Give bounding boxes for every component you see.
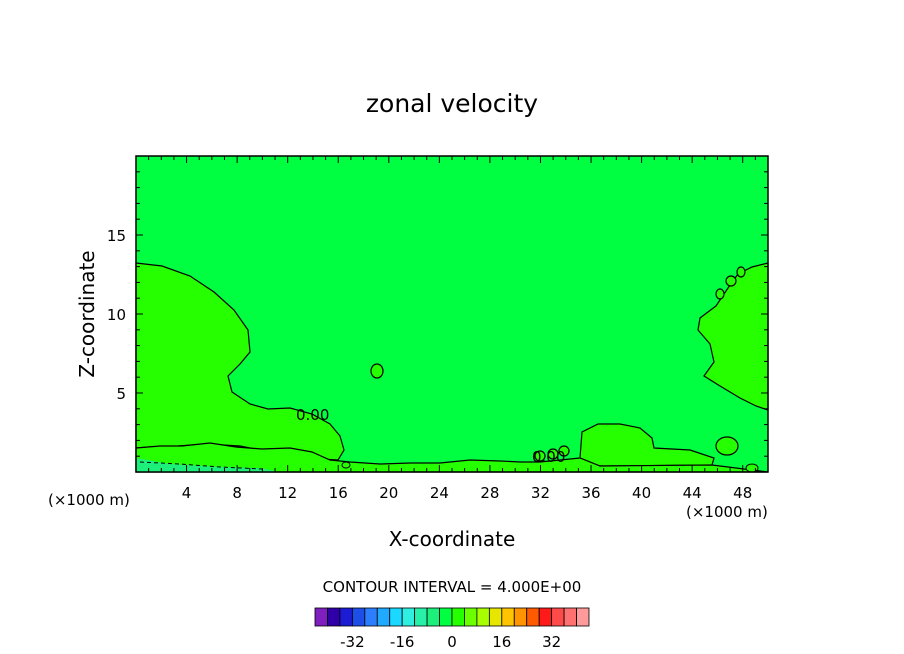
colorbar-swatch [488, 607, 503, 627]
contour-ring-4 [736, 266, 746, 278]
colorbar-ticks: -32 -16 0 16 32 [340, 633, 561, 651]
colorbar-tick-label: 0 [447, 633, 457, 651]
x-unit-left: (×1000 m) [48, 491, 130, 509]
colorbar-swatch [538, 607, 553, 627]
contour-negative-dashed [139, 461, 263, 470]
colorbar-swatch [339, 607, 353, 627]
y-tick-label: 15 [107, 227, 126, 245]
colorbar-tick-label: 32 [542, 633, 561, 651]
x-tick-label: 48 [733, 484, 752, 502]
colorbar-swatch [314, 607, 328, 627]
plot-area: 0.00 0.00 [135, 155, 769, 473]
contour-bottom-band [135, 442, 769, 473]
contour-ring-2 [715, 288, 725, 300]
contour-interval-text: CONTOUR INTERVAL = 4.000E+00 [323, 578, 582, 596]
contour-ring-7 [547, 448, 559, 460]
x-tick-label: 12 [278, 484, 297, 502]
colorbar-tick-label: -32 [340, 633, 365, 651]
contour-ring-9 [341, 461, 351, 469]
x-tick-label: 44 [683, 484, 702, 502]
colorbar-swatch [526, 607, 540, 627]
colorbar-swatch [451, 607, 465, 627]
colorbar-swatch [464, 607, 478, 627]
x-tick-label: 20 [379, 484, 398, 502]
colorbar-swatch [351, 607, 366, 627]
x-unit-right: (×1000 m) [686, 503, 768, 521]
colorbar-swatch [439, 607, 453, 627]
contour-ring-10 [745, 463, 759, 473]
contour-ring-1 [370, 363, 384, 379]
chart-title: zonal velocity [366, 89, 538, 118]
colorbar-tick-label: 16 [492, 633, 511, 651]
contour-ring-3 [725, 275, 737, 287]
x-tick-label: 8 [232, 484, 242, 502]
y-tick-label: 5 [116, 385, 126, 403]
x-tick-label: 36 [581, 484, 600, 502]
colorbar-swatch [513, 607, 528, 627]
colorbar-swatch [414, 607, 428, 627]
contour-ring-5 [715, 436, 739, 456]
colorbar [314, 607, 590, 627]
y-tick-label: 10 [107, 306, 126, 324]
contour-negative-strip [136, 458, 280, 472]
contour-ring-8 [558, 445, 570, 457]
x-tick-label: 24 [430, 484, 449, 502]
x-axis-ticks: 4 8 12 16 20 24 28 32 36 40 44 48 [148, 156, 756, 502]
colorbar-tick-label: -16 [390, 633, 415, 651]
y-axis-label: Z-coordinate [75, 250, 99, 377]
contour-label-1: 0.00 [296, 406, 329, 424]
x-tick-label: 32 [531, 484, 550, 502]
colorbar-swatch [364, 607, 378, 627]
x-tick-label: 28 [480, 484, 499, 502]
colorbar-swatch [476, 607, 490, 627]
colorbar-swatch [551, 607, 565, 627]
colorbar-swatch [576, 607, 590, 627]
x-tick-label: 16 [329, 484, 348, 502]
contour-label-2: 0.00 [532, 448, 565, 466]
y-axis-ticks: 5 10 15 [107, 171, 768, 457]
colorbar-swatch [401, 607, 416, 627]
colorbar-swatch [389, 607, 403, 627]
colorbar-swatch [563, 607, 577, 627]
x-tick-label: 4 [182, 484, 192, 502]
colorbar-swatch [376, 607, 391, 627]
colorbar-swatch [426, 607, 440, 627]
contour-ring-6 [534, 450, 546, 462]
colorbar-swatch [327, 607, 341, 627]
colorbar-swatch [501, 607, 515, 627]
x-tick-label: 40 [632, 484, 651, 502]
x-axis-label: X-coordinate [389, 527, 516, 551]
